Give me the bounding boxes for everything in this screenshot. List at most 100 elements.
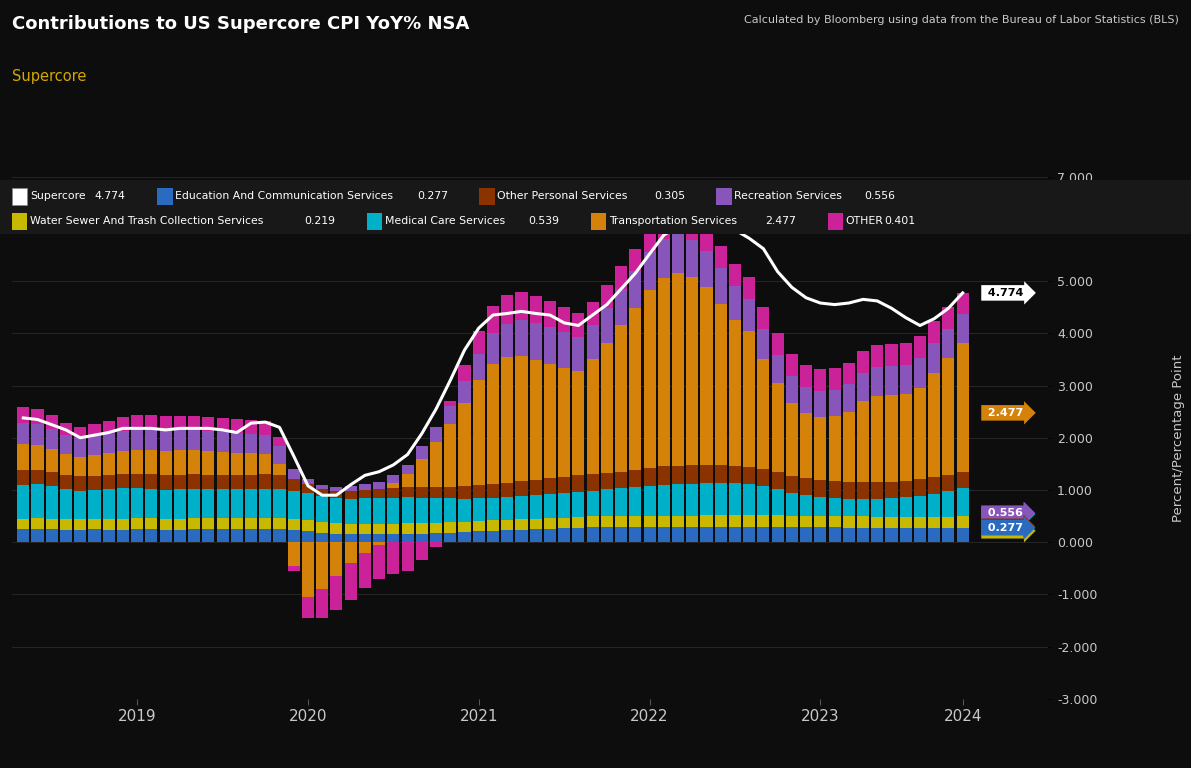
Bar <box>516 519 528 530</box>
Bar <box>928 478 940 494</box>
Bar <box>942 475 954 491</box>
Bar <box>487 306 499 333</box>
Bar <box>843 482 855 499</box>
Bar <box>800 413 812 478</box>
Bar <box>74 519 86 530</box>
Bar <box>217 518 229 529</box>
Bar <box>815 369 827 391</box>
Bar <box>715 515 727 527</box>
Bar <box>401 498 413 524</box>
Text: 0.556: 0.556 <box>865 190 896 200</box>
Bar <box>657 240 669 279</box>
Bar <box>274 529 286 542</box>
Bar <box>330 498 343 524</box>
Bar <box>516 356 528 481</box>
Bar <box>729 466 741 482</box>
Bar <box>800 515 812 527</box>
Bar <box>743 484 755 515</box>
Text: 2.477: 2.477 <box>766 216 796 226</box>
Bar <box>401 542 413 571</box>
Bar <box>45 529 58 542</box>
Bar <box>416 542 428 561</box>
Bar <box>913 358 927 388</box>
Bar <box>217 452 229 475</box>
Bar <box>913 528 927 542</box>
Bar <box>74 427 86 439</box>
Bar <box>587 302 599 326</box>
Bar <box>743 515 755 527</box>
Bar <box>74 456 86 476</box>
Bar <box>60 435 71 454</box>
Bar <box>330 534 343 542</box>
Bar <box>274 446 286 465</box>
Bar <box>102 475 114 489</box>
Bar <box>416 534 428 542</box>
Bar <box>615 289 628 326</box>
Bar <box>316 589 329 618</box>
Bar <box>772 355 784 383</box>
Bar <box>615 266 628 289</box>
Bar <box>231 433 243 453</box>
Bar <box>188 529 200 542</box>
Bar <box>387 498 399 524</box>
Bar <box>430 533 442 542</box>
Bar <box>274 475 286 489</box>
Bar <box>387 524 399 535</box>
Bar <box>899 498 912 517</box>
Bar <box>757 515 769 527</box>
Bar <box>131 415 143 430</box>
Bar <box>301 597 314 618</box>
Bar <box>956 516 968 528</box>
Bar <box>316 542 329 589</box>
Bar <box>657 515 669 527</box>
Bar <box>615 472 628 488</box>
Bar <box>501 295 513 324</box>
Bar <box>31 469 44 485</box>
Bar <box>217 418 229 432</box>
Bar <box>473 380 485 485</box>
Bar <box>573 313 585 337</box>
Bar <box>487 484 499 498</box>
Bar <box>202 432 214 452</box>
Bar <box>487 520 499 531</box>
Bar <box>117 488 129 518</box>
Bar <box>672 466 684 485</box>
Bar <box>858 351 869 373</box>
Bar <box>430 487 442 498</box>
Bar <box>102 453 114 475</box>
Bar <box>913 495 927 517</box>
Bar <box>60 423 71 435</box>
Bar <box>858 482 869 499</box>
Bar <box>416 524 428 534</box>
Bar <box>700 515 712 527</box>
Bar <box>88 476 100 490</box>
Bar <box>956 528 968 542</box>
Bar <box>643 527 655 542</box>
Bar <box>60 454 71 475</box>
Bar <box>45 472 58 486</box>
Bar <box>174 530 186 542</box>
Bar <box>786 354 798 376</box>
Bar <box>815 515 827 527</box>
Text: Calculated by Bloomberg using data from the Bureau of Labor Statistics (BLS): Calculated by Bloomberg using data from … <box>744 15 1179 25</box>
Bar <box>60 489 71 519</box>
Bar <box>17 470 30 485</box>
Bar <box>301 520 314 531</box>
Bar <box>473 354 485 380</box>
Bar <box>260 518 272 529</box>
Bar <box>544 301 556 327</box>
Bar <box>516 481 528 496</box>
Bar <box>74 476 86 491</box>
Bar <box>344 563 357 600</box>
Bar <box>358 553 370 588</box>
Bar <box>430 442 442 487</box>
Bar <box>829 515 841 527</box>
Bar <box>587 527 599 542</box>
Bar <box>729 286 741 319</box>
Bar <box>245 529 257 542</box>
Bar <box>757 329 769 359</box>
Bar <box>956 314 968 343</box>
Bar <box>899 517 912 528</box>
Bar <box>858 373 869 401</box>
Bar <box>160 431 172 451</box>
